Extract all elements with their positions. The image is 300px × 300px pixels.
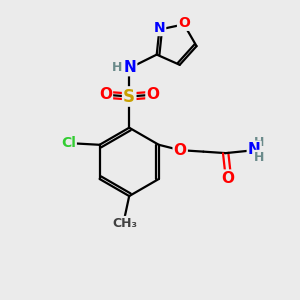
Text: O: O <box>146 87 160 102</box>
Text: N: N <box>248 142 261 157</box>
Text: O: O <box>99 87 112 102</box>
Text: CH₃: CH₃ <box>112 217 137 230</box>
Text: N: N <box>154 21 165 35</box>
Text: N: N <box>123 60 136 75</box>
Text: H: H <box>112 61 122 74</box>
Text: H: H <box>254 151 264 164</box>
Text: O: O <box>178 16 190 30</box>
Text: H: H <box>254 136 264 149</box>
Text: S: S <box>123 88 135 106</box>
Text: O: O <box>221 171 235 186</box>
Text: Cl: Cl <box>61 136 76 150</box>
Text: O: O <box>174 142 187 158</box>
